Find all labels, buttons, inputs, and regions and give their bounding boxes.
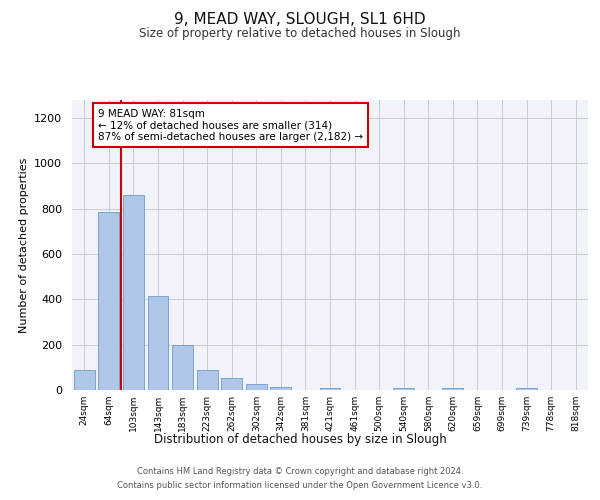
Bar bbox=[271, 386, 292, 390]
Bar bbox=[98, 212, 119, 390]
Bar bbox=[123, 195, 144, 390]
Bar bbox=[516, 388, 537, 390]
Bar bbox=[320, 388, 340, 390]
Y-axis label: Number of detached properties: Number of detached properties bbox=[19, 158, 29, 332]
Text: Size of property relative to detached houses in Slough: Size of property relative to detached ho… bbox=[139, 28, 461, 40]
Bar bbox=[221, 378, 242, 390]
Text: Contains HM Land Registry data © Crown copyright and database right 2024.: Contains HM Land Registry data © Crown c… bbox=[137, 468, 463, 476]
Bar bbox=[393, 388, 414, 390]
Text: 9 MEAD WAY: 81sqm
← 12% of detached houses are smaller (314)
87% of semi-detache: 9 MEAD WAY: 81sqm ← 12% of detached hous… bbox=[98, 108, 363, 142]
Text: Distribution of detached houses by size in Slough: Distribution of detached houses by size … bbox=[154, 432, 446, 446]
Bar bbox=[172, 344, 193, 390]
Bar bbox=[148, 296, 169, 390]
Bar bbox=[74, 370, 95, 390]
Bar bbox=[246, 384, 267, 390]
Text: Contains public sector information licensed under the Open Government Licence v3: Contains public sector information licen… bbox=[118, 481, 482, 490]
Bar bbox=[442, 388, 463, 390]
Text: 9, MEAD WAY, SLOUGH, SL1 6HD: 9, MEAD WAY, SLOUGH, SL1 6HD bbox=[174, 12, 426, 28]
Bar bbox=[197, 370, 218, 390]
